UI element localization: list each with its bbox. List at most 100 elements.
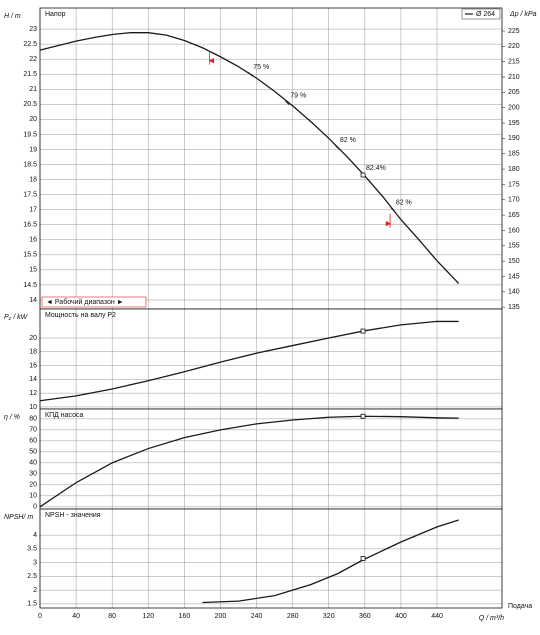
y-tick-label: 21.5 — [23, 71, 37, 78]
y2-tick-label: 180 — [508, 166, 520, 173]
y2-tick-label: 165 — [508, 212, 520, 219]
y2-tick-label: 170 — [508, 197, 520, 204]
range-marker — [208, 50, 215, 65]
panel-title: NPSH - значения — [45, 512, 101, 519]
eff-marker — [284, 100, 290, 106]
eff-label: 82.4% — [366, 165, 386, 172]
y2-tick-label: 140 — [508, 289, 520, 296]
duty-point — [360, 172, 366, 178]
y-tick-label: 14.5 — [23, 282, 37, 289]
x-tick-label: 280 — [287, 613, 299, 620]
x-tick-label: 240 — [251, 613, 263, 620]
y-tick-label: 18 — [29, 176, 37, 183]
curve — [202, 519, 459, 604]
y-tick-label: 1.5 — [27, 601, 37, 608]
eff-marker — [390, 207, 396, 212]
range-box — [41, 296, 147, 308]
y-tick-label: 20 — [29, 335, 37, 342]
y-tick-label: 70 — [29, 427, 37, 434]
panel — [40, 309, 502, 409]
x-axis-label: Q / m³/h — [479, 615, 504, 622]
legend-box — [461, 8, 501, 20]
y2-tick-label: 225 — [508, 28, 520, 35]
x-tick-label: 400 — [395, 613, 407, 620]
y-tick-label: 19 — [29, 146, 37, 153]
y2-tick-label: 190 — [508, 135, 520, 142]
y-tick-label: 17.5 — [23, 191, 37, 198]
y2-tick-label: 160 — [508, 227, 520, 234]
x-axis-label-2: Подача — [508, 603, 532, 610]
y2-tick-label: 200 — [508, 105, 520, 112]
eff-label: 82 % — [396, 200, 412, 207]
y-tick-label: 14 — [29, 297, 37, 304]
y-tick-label: 17 — [29, 207, 37, 214]
y-axis-label: H / m — [4, 13, 21, 20]
panel-title: Мощность на валу P2 — [45, 312, 116, 319]
y2-tick-label: 210 — [508, 74, 520, 81]
y2-tick-label: 185 — [508, 151, 520, 158]
y-tick-label: 21 — [29, 86, 37, 93]
x-tick-label: 200 — [215, 613, 227, 620]
x-tick-label: 80 — [108, 613, 116, 620]
y-tick-label: 60 — [29, 438, 37, 445]
y-tick-label: 30 — [29, 471, 37, 478]
y2-tick-label: 175 — [508, 181, 520, 188]
curve — [39, 415, 459, 508]
duty-point — [360, 556, 366, 561]
y-tick-label: 4 — [33, 532, 37, 539]
y-tick-label: 2 — [33, 587, 37, 594]
x-tick-label: 360 — [359, 613, 371, 620]
range-marker — [385, 213, 392, 228]
x-tick-label: 0 — [38, 613, 42, 620]
y-tick-label: 0 — [33, 504, 37, 511]
y-tick-label: 40 — [29, 460, 37, 467]
y-tick-label: 14 — [29, 376, 37, 383]
range-label: ◄ Рабочий диапазон ► — [46, 298, 124, 306]
y-tick-label: 20.5 — [23, 101, 37, 108]
y2-tick-label: 205 — [508, 89, 520, 96]
y-axis-label: P₂ / kW — [4, 314, 29, 321]
y-tick-label: 15.5 — [23, 252, 37, 259]
y-tick-label: 18.5 — [23, 161, 37, 168]
eff-label: 82 % — [340, 137, 356, 144]
duty-point — [360, 328, 366, 334]
y-tick-label: 50 — [29, 449, 37, 456]
y2-tick-label: 145 — [508, 273, 520, 280]
panel — [40, 509, 502, 608]
x-tick-label: 440 — [431, 613, 443, 620]
y-tick-label: 12 — [29, 390, 37, 397]
y-tick-label: 2.5 — [27, 573, 37, 580]
y2-tick-label: 195 — [508, 120, 520, 127]
y-tick-label: 22.5 — [23, 41, 37, 48]
y2-tick-label: 215 — [508, 59, 520, 66]
eff-marker — [334, 144, 340, 150]
y-tick-label: 16 — [29, 237, 37, 244]
eff-label: 79 % — [290, 93, 306, 100]
y-tick-label: 22 — [29, 56, 37, 63]
y-tick-label: 23 — [29, 26, 37, 33]
panel-title: Напор — [45, 11, 66, 18]
y-tick-label: 20 — [29, 482, 37, 489]
eff-label: 75 % — [253, 64, 269, 71]
panel-title: КПД насоса — [45, 412, 84, 419]
y-tick-label: 18 — [29, 349, 37, 356]
y2-tick-label: 220 — [508, 43, 520, 50]
y-tick-label: 10 — [29, 404, 37, 411]
y-tick-label: 3 — [33, 559, 37, 566]
curve — [39, 32, 460, 284]
y-axis-label: NPSH/ m — [4, 514, 33, 521]
panel — [40, 8, 502, 309]
y-tick-label: 15 — [29, 267, 37, 274]
panel-frame — [39, 508, 503, 609]
y-tick-label: 16 — [29, 362, 37, 369]
y-tick-label: 3.5 — [27, 546, 37, 553]
y-tick-label: 16.5 — [23, 222, 37, 229]
y-tick-label: 80 — [29, 416, 37, 423]
y2-tick-label: 135 — [508, 304, 520, 311]
eff-marker — [247, 71, 253, 77]
y-axis-label: η / % — [4, 414, 20, 421]
y-tick-label: 10 — [29, 493, 37, 500]
y2-tick-label: 155 — [508, 243, 520, 250]
curve — [39, 320, 459, 402]
